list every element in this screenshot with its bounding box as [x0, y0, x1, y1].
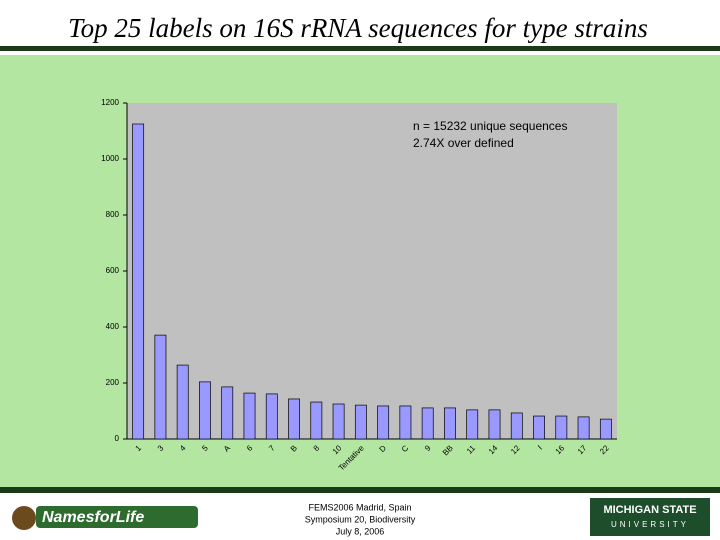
bar — [421, 407, 434, 440]
bar — [265, 393, 278, 440]
bar — [444, 407, 456, 440]
x-tick-label: C — [400, 443, 411, 454]
x-tick-label: 5 — [200, 443, 210, 453]
bar — [132, 123, 145, 440]
bar — [154, 334, 167, 440]
bar — [332, 403, 345, 440]
bar — [221, 386, 234, 440]
bar — [488, 409, 501, 440]
x-tick-label: 4 — [178, 443, 188, 453]
x-tick-label: D — [378, 443, 389, 454]
footer-text: Symposium 20, Biodiversity — [305, 514, 416, 524]
bar — [243, 392, 256, 440]
y-tick-label: 1000 — [101, 154, 119, 163]
bar — [176, 364, 189, 440]
left-logo: NamesforLife — [12, 506, 198, 530]
footer-text: FEMS2006 Madrid, Spain — [308, 502, 411, 512]
y-tick-label: 600 — [106, 266, 120, 275]
right-logo: MICHIGAN STATE UNIVERSITY — [590, 498, 710, 536]
bar — [466, 409, 479, 440]
bar — [199, 381, 211, 440]
x-tick-label: B — [289, 444, 299, 454]
bar — [377, 405, 390, 440]
footer-rule — [0, 487, 720, 493]
x-tick-label: 8 — [312, 443, 322, 453]
bar — [533, 415, 545, 440]
logo-badge — [36, 506, 198, 528]
y-tick-label: 200 — [106, 378, 120, 387]
bar — [510, 412, 523, 440]
bar — [599, 418, 612, 440]
bar — [577, 416, 590, 440]
bar — [399, 405, 412, 440]
x-tick-label: 9 — [423, 443, 433, 453]
x-tick-label: 1 — [134, 443, 144, 453]
x-tick-label: I — [536, 444, 544, 452]
slide-title: Top 25 labels on 16S rRNA sequences for … — [68, 13, 648, 43]
bar — [354, 404, 367, 440]
bar — [288, 398, 300, 440]
logo-icon — [12, 506, 36, 530]
x-tick-label: 3 — [156, 443, 166, 453]
annotation: 2.74X over defined — [413, 136, 514, 150]
annotation: n = 15232 unique sequences — [413, 119, 567, 133]
title-rule — [0, 46, 720, 51]
x-tick-label: A — [222, 443, 233, 454]
y-tick-label: 400 — [106, 322, 120, 331]
bar — [555, 415, 568, 440]
logo-badge — [590, 498, 710, 536]
logo-text: UNIVERSITY — [611, 520, 689, 529]
y-tick-label: 800 — [106, 210, 120, 219]
x-tick-label: 6 — [245, 443, 255, 453]
logo-text: NamesforLife — [42, 509, 144, 526]
logo-text: MICHIGAN STATE — [603, 504, 696, 516]
footer-text: July 8, 2006 — [336, 526, 385, 536]
y-tick-label: 1200 — [101, 98, 119, 107]
bar — [310, 401, 323, 440]
x-tick-label: 7 — [267, 443, 277, 453]
y-tick-label: 0 — [115, 434, 120, 443]
